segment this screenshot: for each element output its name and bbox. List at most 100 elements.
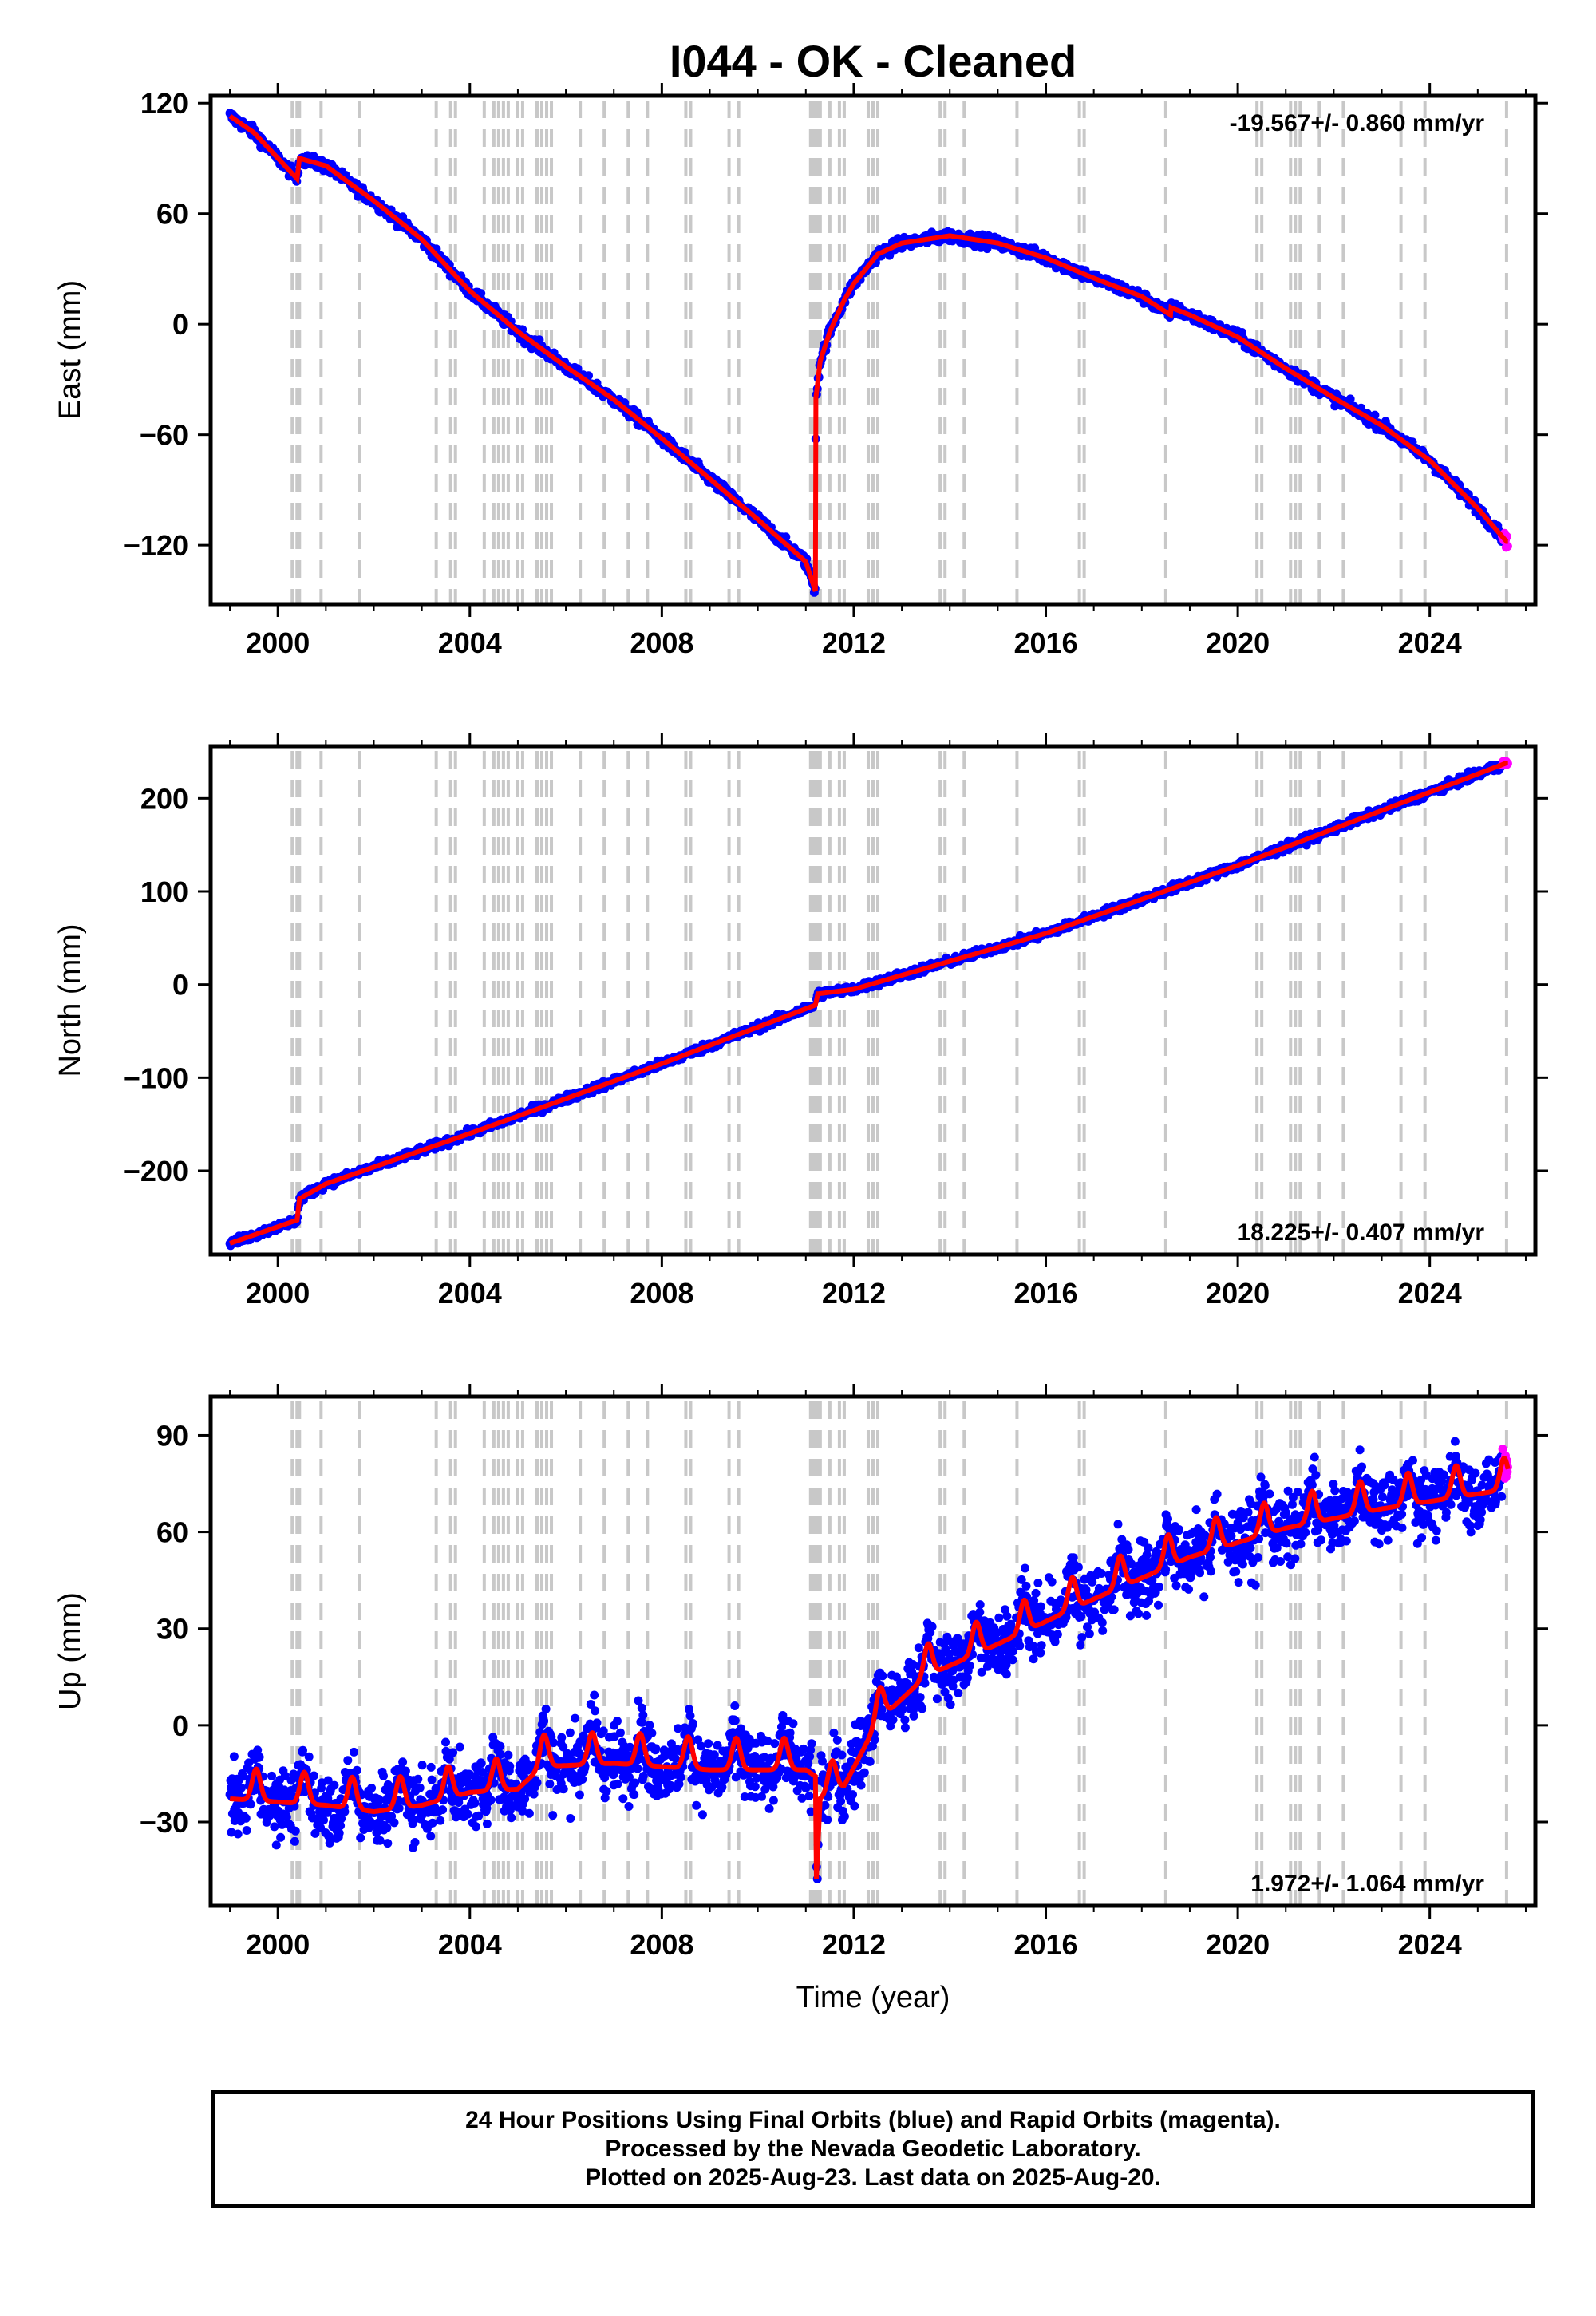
x-tick-label: 2024 [1398, 626, 1462, 659]
data-point [837, 1750, 847, 1760]
data-point [966, 229, 975, 239]
data-point [382, 1823, 392, 1832]
data-point [768, 1796, 778, 1805]
data-point [504, 1750, 513, 1760]
x-tick-label: 2000 [246, 626, 310, 659]
data-point [578, 1775, 587, 1784]
data-point [559, 1784, 568, 1794]
data-point [541, 1705, 551, 1713]
data-point [427, 1775, 437, 1784]
data-point [417, 1761, 427, 1770]
data-point [804, 1792, 814, 1800]
data-point [613, 1779, 622, 1788]
data-point [1370, 410, 1380, 420]
data-point [900, 1715, 910, 1725]
data-point [785, 1728, 795, 1737]
x-tick-label: 2012 [822, 1277, 886, 1310]
data-point [270, 1822, 279, 1832]
data-point [241, 1813, 251, 1823]
data-point [505, 1761, 515, 1771]
data-point [539, 1717, 549, 1726]
data-point [832, 1735, 842, 1745]
data-point [888, 1715, 898, 1725]
x-tick-label: 2000 [246, 1277, 310, 1310]
data-point [524, 1808, 534, 1818]
data-point [730, 1701, 740, 1710]
data-point [807, 1739, 816, 1749]
data-point [557, 1733, 567, 1742]
data-point [848, 1790, 857, 1800]
data-point [532, 1778, 542, 1788]
data-point [290, 1826, 300, 1836]
data-point [271, 1840, 281, 1850]
data-point [836, 1796, 846, 1806]
data-point [410, 1838, 420, 1847]
data-point [630, 1778, 640, 1788]
data-point [592, 1718, 602, 1728]
data-point [770, 1739, 780, 1749]
data-point [455, 1742, 464, 1752]
y-tick-label: −60 [140, 419, 188, 452]
data-point [394, 1804, 404, 1813]
data-point [565, 1728, 575, 1737]
panel-east: 2000 2004 2008 2012 2016 2020 2024−120−6006012… [53, 83, 1548, 659]
data-point [615, 1728, 625, 1737]
data-point [645, 1721, 654, 1730]
data-point [859, 1768, 869, 1777]
data-point [298, 1745, 307, 1755]
data-point [788, 1719, 798, 1729]
data-point [704, 1739, 713, 1749]
data-point [900, 1723, 910, 1733]
data-point [850, 1801, 859, 1811]
velocity-rate-label: -19.567+/- 0.860 mm/yr [1230, 110, 1485, 136]
data-point [496, 1741, 505, 1751]
x-tick-label: 2020 [1206, 1277, 1270, 1310]
data-point [267, 1771, 276, 1780]
x-tick-label: 2012 [822, 626, 886, 659]
data-point [823, 1815, 832, 1824]
data-point [441, 1737, 450, 1747]
data-point [602, 1787, 611, 1796]
data-point [383, 1839, 393, 1848]
data-point [334, 1828, 344, 1838]
panel-frame [208, 93, 1538, 607]
model-fit-line-north [229, 761, 1508, 1246]
data-point [309, 1771, 318, 1780]
data-point [482, 1819, 492, 1828]
x-tick-label: 2004 [438, 1277, 502, 1310]
data-point [839, 1812, 849, 1821]
data-point [878, 1671, 887, 1681]
data-point [624, 1802, 634, 1811]
data-point [413, 1774, 423, 1784]
data-point [276, 1832, 286, 1842]
x-tick-label: 2016 [1013, 626, 1077, 659]
data-point [367, 1784, 377, 1792]
data-point [717, 1782, 727, 1792]
data-point [697, 1810, 707, 1820]
data-point [575, 1790, 584, 1800]
data-point [246, 1800, 255, 1809]
data-point [438, 1805, 448, 1815]
data-point [304, 1752, 314, 1761]
data-point [688, 1719, 697, 1728]
data-point [379, 1771, 388, 1780]
data-point [356, 1833, 365, 1843]
data-point [768, 1782, 778, 1792]
y-axis-label: East (mm) [53, 280, 87, 420]
model-fit-line-east [228, 113, 1509, 592]
data-point [350, 1747, 358, 1757]
data-points-north [225, 757, 1512, 1251]
x-tick-label: 2016 [1013, 1277, 1077, 1310]
data-point [237, 1783, 246, 1792]
data-point [436, 1816, 445, 1825]
data-point [426, 1832, 436, 1841]
data-point [613, 1717, 622, 1726]
data-point [647, 1729, 657, 1738]
data-point [638, 1710, 648, 1720]
data-point [428, 1818, 437, 1828]
data-point [630, 1790, 639, 1800]
data-point [633, 1764, 642, 1773]
data-point [389, 1818, 399, 1828]
y-tick-label: 200 [140, 782, 188, 815]
data-points-east [225, 109, 1512, 597]
